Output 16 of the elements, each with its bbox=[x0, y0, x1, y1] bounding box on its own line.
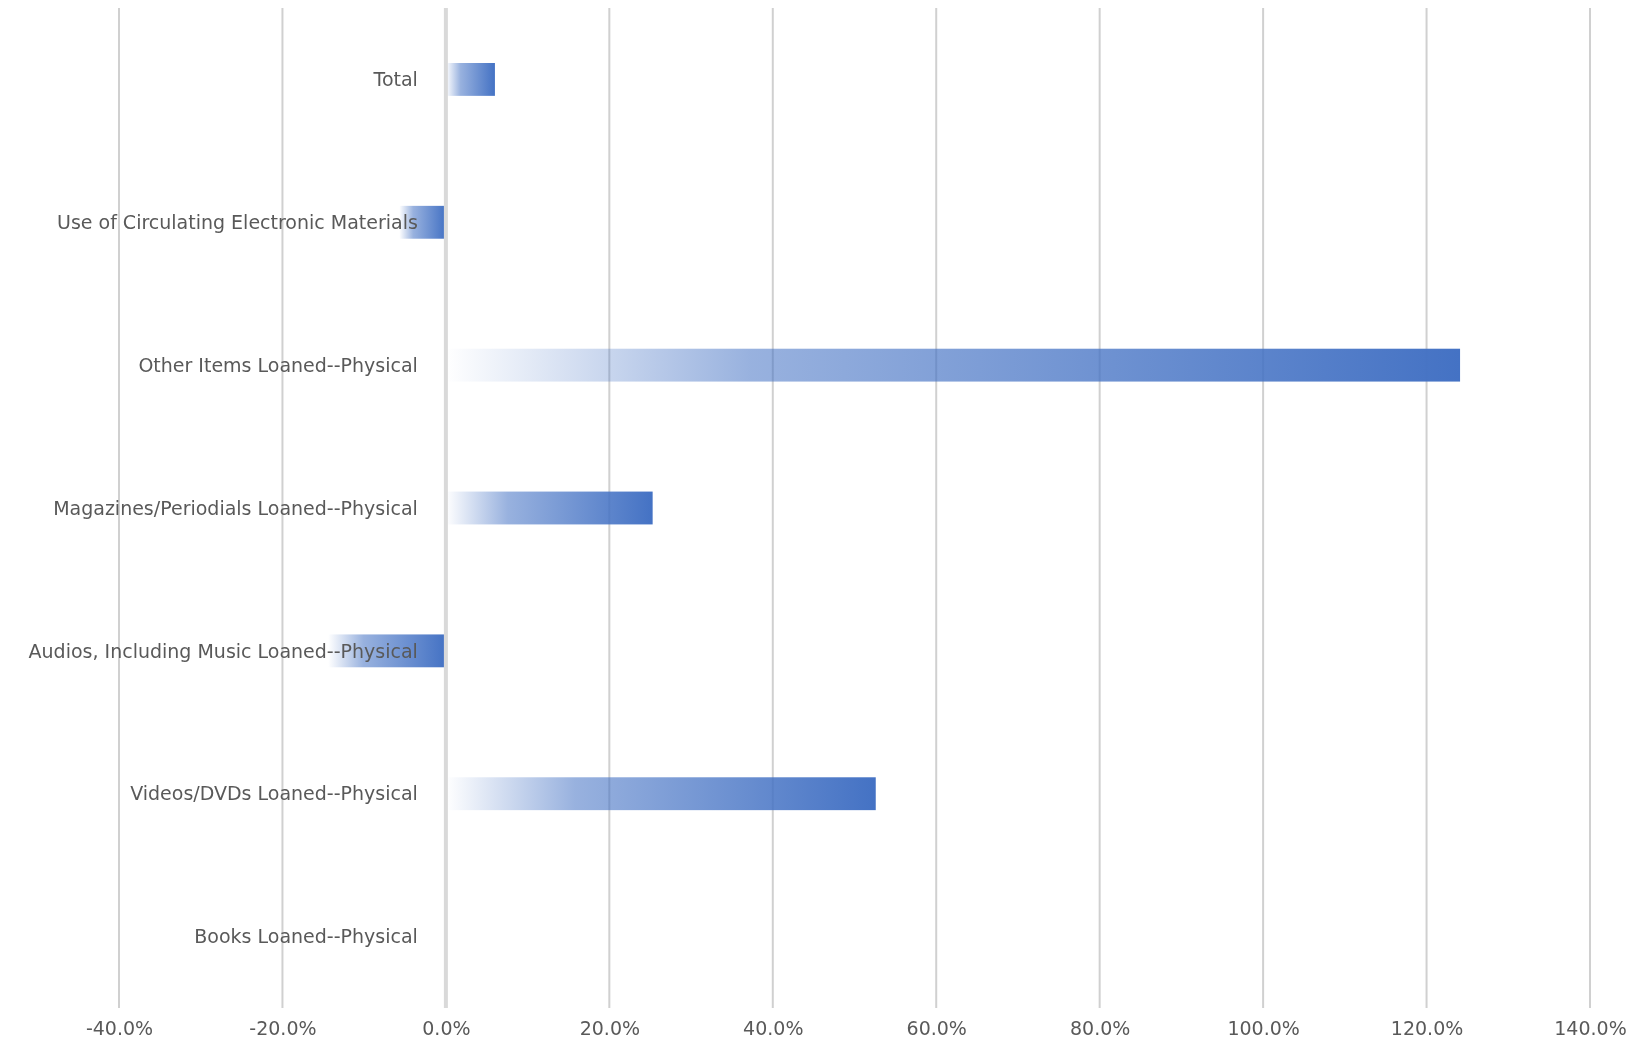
x-tick-label: 40.0% bbox=[743, 1017, 804, 1040]
x-tick-label: 80.0% bbox=[1069, 1017, 1131, 1040]
y-tick-label: Videos/DVDs Loaned--Physical bbox=[130, 782, 418, 805]
x-tick-label: 60.0% bbox=[906, 1017, 967, 1040]
x-tick-label: -20.0% bbox=[249, 1017, 317, 1040]
x-tick-label: 20.0% bbox=[579, 1017, 641, 1040]
y-tick-label: Books Loaned--Physical bbox=[194, 925, 418, 948]
x-tick-label: -40.0% bbox=[85, 1017, 154, 1040]
bar bbox=[445, 63, 495, 96]
x-tick-label: 100.0% bbox=[1227, 1017, 1300, 1040]
x-tick-label: 140.0% bbox=[1554, 1017, 1627, 1040]
y-tick-label: Magazines/Periodials Loaned--Physical bbox=[53, 496, 418, 519]
y-tick-label: Other Items Loaned--Physical bbox=[138, 353, 418, 376]
x-tick-label: 0.0% bbox=[422, 1017, 471, 1040]
x-tick-label: 120.0% bbox=[1390, 1017, 1464, 1040]
y-tick-label: Total bbox=[372, 68, 418, 91]
